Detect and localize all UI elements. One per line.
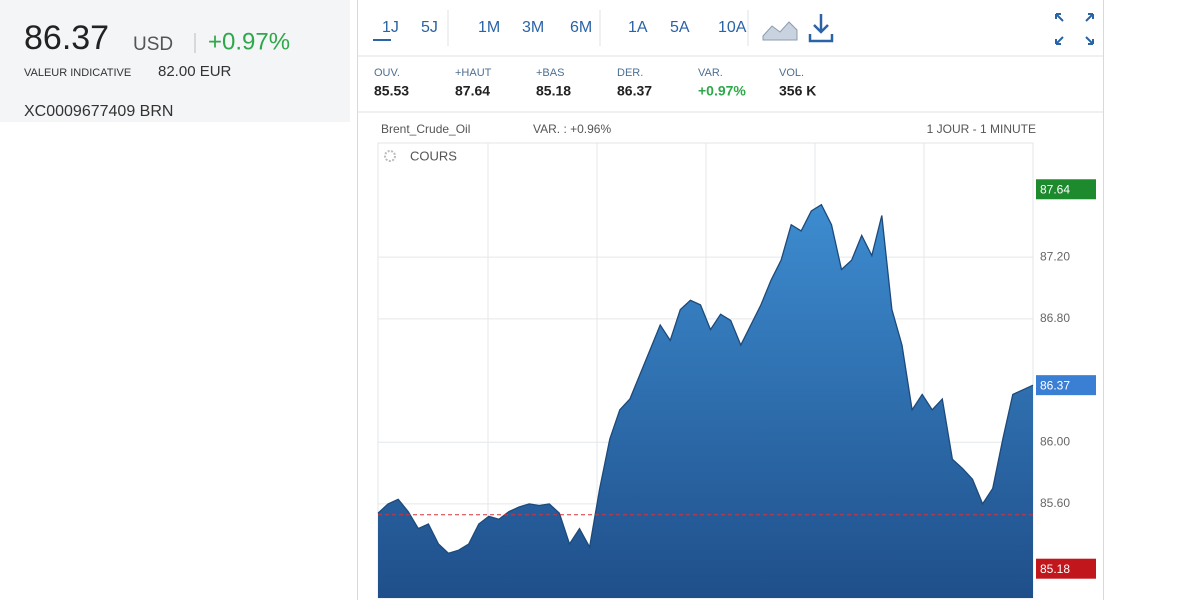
stat-value: 85.53	[374, 83, 409, 99]
stat-label: VAR.	[698, 67, 723, 79]
gear-icon[interactable]	[384, 150, 396, 162]
quote-panel	[0, 0, 350, 122]
price-badge-label: 87.64	[1040, 182, 1070, 196]
change: +0.97%	[208, 28, 290, 55]
stat-value: 85.18	[536, 83, 571, 99]
stat-label: +BAS	[536, 67, 564, 79]
fullscreen-icon[interactable]	[1055, 13, 1094, 45]
period-tab[interactable]: 1J	[382, 19, 399, 36]
y-tick-label: 87.20	[1040, 249, 1070, 263]
isin: XC0009677409 BRN	[24, 103, 173, 120]
download-icon[interactable]	[808, 14, 834, 43]
y-tick-label: 86.00	[1040, 434, 1070, 448]
period-tab[interactable]: 5A	[670, 19, 690, 36]
stat-label: OUV.	[374, 67, 400, 79]
period-tab[interactable]: 10A	[718, 19, 747, 36]
indicative-value: 82.00 EUR	[158, 63, 232, 80]
currency: USD	[133, 34, 173, 55]
indicative-label: VALEUR INDICATIVE	[24, 67, 131, 79]
period-tab[interactable]: 1A	[628, 19, 648, 36]
period-tab[interactable]: 6M	[570, 19, 592, 36]
stat-label: +HAUT	[455, 67, 492, 79]
y-tick-label: 85.60	[1040, 496, 1070, 510]
period-tab[interactable]: 3M	[522, 19, 544, 36]
price-badge	[1036, 179, 1096, 200]
stat-value: 87.64	[455, 83, 490, 99]
period-tab[interactable]: 5J	[421, 19, 438, 36]
stat-label: DER.	[617, 67, 643, 79]
period-tab[interactable]: 1M	[478, 19, 500, 36]
area	[378, 204, 1033, 598]
y-tick-label: 86.80	[1040, 311, 1070, 325]
line	[377, 203, 1034, 555]
series-label: COURS	[410, 148, 457, 163]
stat-value: +0.97%	[698, 83, 746, 99]
price-badge	[1036, 375, 1096, 396]
stat-value: 356 K	[779, 83, 816, 99]
price-badge-label: 85.18	[1040, 562, 1070, 576]
price-badge	[1036, 558, 1096, 579]
chart-annotation: 1 JOUR - 1 MINUTE	[927, 122, 1036, 136]
chart-subtitle: VAR. : +0.96%	[533, 122, 611, 136]
price-badge-label: 86.37	[1040, 378, 1070, 392]
chart-title: Brent_Crude_Oil	[381, 122, 470, 136]
stat-value: 86.37	[617, 83, 652, 99]
chart-type-icon[interactable]	[762, 21, 798, 41]
price: 86.37	[24, 19, 109, 57]
stat-label: VOL.	[779, 67, 804, 79]
